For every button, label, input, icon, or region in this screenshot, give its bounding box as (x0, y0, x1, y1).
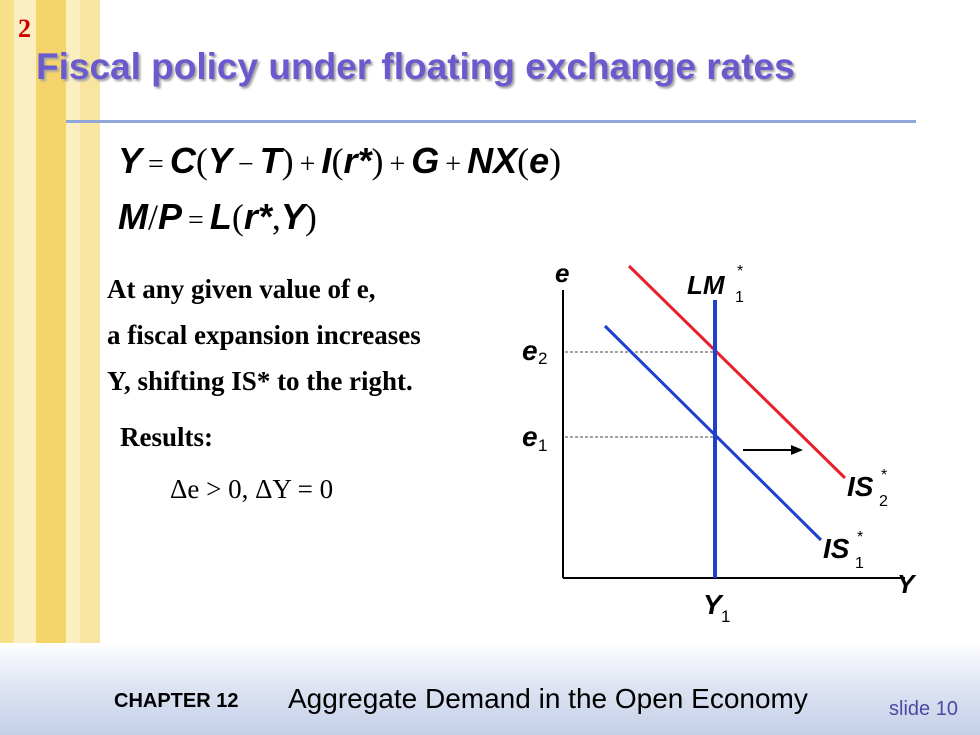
equation-lm: M/P = L(r*,Y) (118, 196, 317, 237)
equation-is: Y = C(Y − T) + I(r*) + G + NX(e) (118, 140, 562, 181)
lm-label: LM (687, 270, 726, 300)
e1-label: e (522, 421, 538, 452)
shift-arrowhead (791, 445, 803, 455)
chapter-label: CHAPTER 12 (114, 690, 239, 712)
e2-label: e (522, 335, 538, 366)
is2-label: IS (847, 471, 874, 502)
x-axis-label: Y (897, 569, 917, 599)
slide-number: 2 (18, 14, 31, 43)
explanation-line-1: At any given value of e, (107, 274, 376, 304)
explanation-box (101, 262, 491, 462)
is2-subscript: 2 (879, 493, 888, 510)
e1-subscript: 1 (538, 436, 547, 455)
decorative-stripes (0, 0, 100, 735)
footer-bar (0, 643, 980, 735)
is1-star: * (857, 529, 863, 546)
is1-label: IS (823, 533, 850, 564)
explanation-line-3: Y, shifting IS* to the right. (107, 366, 413, 396)
title-divider (66, 120, 916, 123)
y1-label: Y (703, 589, 724, 620)
slide-number-label: slide 10 (889, 698, 958, 720)
y1-subscript: 1 (721, 607, 730, 626)
slide-title: Fiscal policy under floating exchange ra… (36, 46, 795, 87)
chapter-title: Aggregate Demand in the Open Economy (288, 683, 808, 714)
is-lm-diagram: e Y LM 1 * IS 2 * IS 1 * e 2 e 1 Y 1 (522, 258, 917, 626)
lm-subscript: 1 (735, 289, 744, 306)
lm-star: * (737, 263, 743, 280)
is2-star: * (881, 467, 887, 484)
is2-curve (627, 264, 847, 480)
results-text: Δe > 0, ΔY = 0 (170, 474, 334, 504)
explanation-line-2: a fiscal expansion increases (107, 320, 421, 350)
results-label: Results: (120, 422, 213, 452)
is1-subscript: 1 (855, 555, 864, 572)
e2-subscript: 2 (538, 349, 547, 368)
y-axis-label: e (555, 258, 569, 288)
